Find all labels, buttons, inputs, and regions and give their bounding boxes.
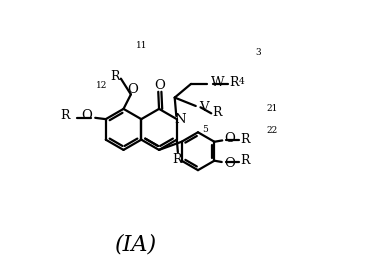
Text: 4: 4 <box>239 77 244 86</box>
Text: O: O <box>224 132 235 145</box>
Text: 12: 12 <box>96 81 107 90</box>
Text: 21: 21 <box>267 104 278 113</box>
Text: 11: 11 <box>136 41 147 50</box>
Text: R: R <box>240 154 249 167</box>
Text: O: O <box>154 79 165 92</box>
Text: (IA): (IA) <box>115 234 157 256</box>
Text: R: R <box>241 133 250 146</box>
Text: R: R <box>213 105 222 119</box>
Text: R: R <box>60 109 70 123</box>
Text: 5: 5 <box>203 125 208 134</box>
Text: W: W <box>211 76 224 89</box>
Text: V: V <box>199 101 208 114</box>
Text: O: O <box>224 157 235 170</box>
Text: 3: 3 <box>255 48 261 57</box>
Text: O: O <box>82 109 93 122</box>
Text: O: O <box>127 83 138 96</box>
Text: 22: 22 <box>266 126 277 135</box>
Text: R: R <box>110 69 120 83</box>
Text: N: N <box>174 113 186 126</box>
Text: R: R <box>229 76 239 89</box>
Text: R: R <box>172 153 181 166</box>
